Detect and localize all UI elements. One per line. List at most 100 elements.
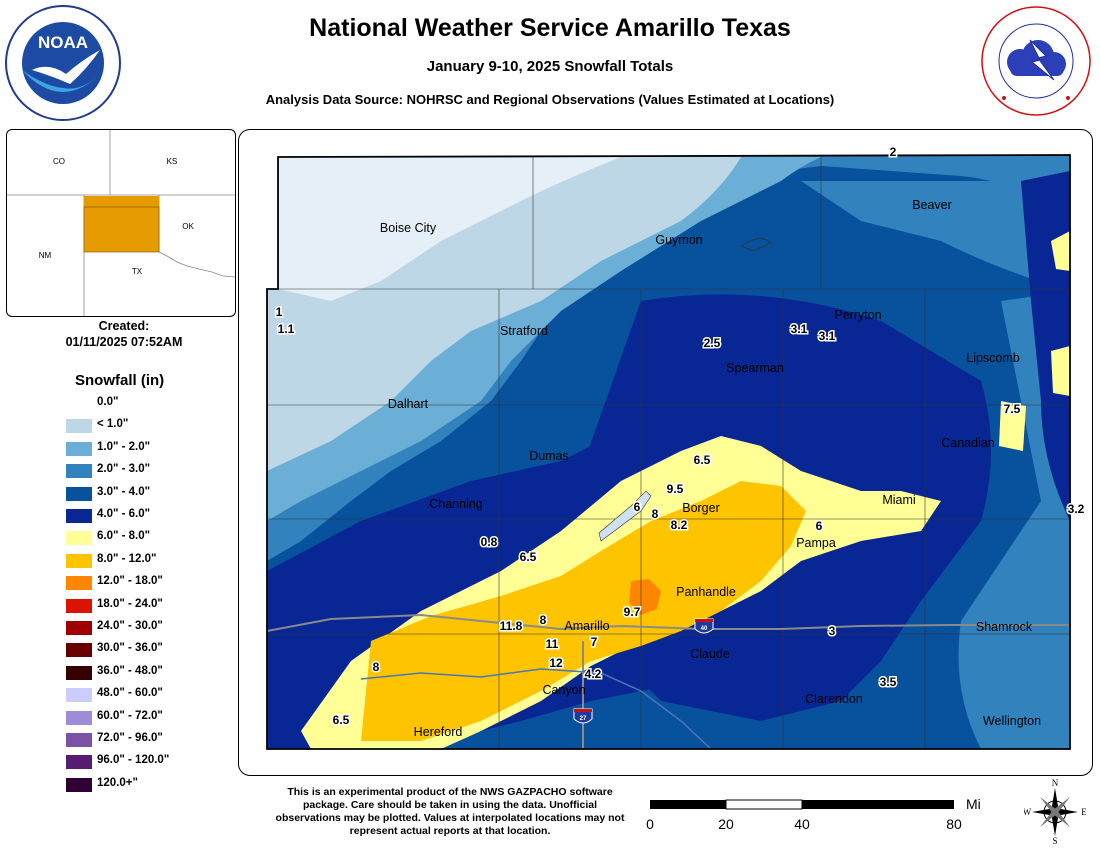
legend-item: 12.0" - 18.0" xyxy=(66,574,256,592)
legend-item: 18.0" - 24.0" xyxy=(66,597,256,615)
legend-label: 120.0+" xyxy=(97,776,138,789)
observation-value: 8 xyxy=(373,660,380,674)
observation-value: 3.1 xyxy=(791,322,808,336)
city-label: Canyon xyxy=(542,683,585,697)
legend-label: 8.0" - 12.0" xyxy=(97,552,157,565)
legend-label: 48.0" - 60.0" xyxy=(97,687,163,700)
legend-label: 18.0" - 24.0" xyxy=(97,597,163,610)
city-label: Perryton xyxy=(834,308,881,322)
scale-tick: 20 xyxy=(718,816,734,832)
city-label: Hereford xyxy=(414,725,463,739)
observation-value: 6 xyxy=(816,519,823,533)
compass-n: N xyxy=(1052,778,1059,788)
observation-values: 2 1 1.1 2.5 3.1 3.1 7.5 6.5 9.5 6 8 8.2 … xyxy=(274,144,1086,729)
observation-value: 1.1 xyxy=(278,322,295,336)
city-label: Claude xyxy=(690,647,730,661)
legend-label: 30.0" - 36.0" xyxy=(97,642,163,655)
city-label: Spearman xyxy=(726,361,784,375)
data-source-text: Analysis Data Source: NOHRSC and Regiona… xyxy=(265,92,835,107)
observation-value: 4.2 xyxy=(585,667,602,681)
created-label: Created: xyxy=(98,319,150,333)
created-timestamp: 01/11/2025 07:52AM xyxy=(65,335,183,349)
observation-value: 7.5 xyxy=(1004,402,1021,416)
legend-label: 12.0" - 18.0" xyxy=(97,575,163,588)
legend-item: 36.0" - 48.0" xyxy=(66,664,256,682)
city-label: Stratford xyxy=(500,324,548,338)
scale-tick: 40 xyxy=(794,816,810,832)
legend-label: < 1.0" xyxy=(97,418,129,431)
city-labels: Boise City Guymon Beaver Perryton Stratf… xyxy=(380,198,1041,739)
legend-label: 36.0" - 48.0" xyxy=(97,664,163,677)
observation-value: 7 xyxy=(591,635,598,649)
page-subtitle: January 9-10, 2025 Snowfall Totals xyxy=(426,58,674,75)
legend-swatch xyxy=(66,509,92,523)
legend-label: 4.0" - 6.0" xyxy=(97,508,151,520)
highway-label-40: 40 xyxy=(701,626,708,632)
observation-value: 2.5 xyxy=(704,336,721,350)
scale-bar: 0 20 40 80 Miles xyxy=(640,790,999,840)
legend-label: 1.0" - 2.0" xyxy=(97,440,151,453)
observation-value: 8.2 xyxy=(671,518,688,532)
observation-value: 6.5 xyxy=(520,550,537,564)
legend-title: Snowfall (in) xyxy=(75,372,165,389)
compass-e: E xyxy=(1081,807,1086,817)
city-label: Dalhart xyxy=(388,397,429,411)
legend-label: 2.0" - 3.0" xyxy=(97,463,151,476)
legend-item: 24.0" - 30.0" xyxy=(66,619,256,637)
legend-swatch xyxy=(66,464,92,479)
city-label: Beaver xyxy=(912,198,952,212)
observation-value: 11.8 xyxy=(500,619,523,633)
disclaimer-text: This is an experimental product of the N… xyxy=(275,786,625,837)
observation-value: 6.5 xyxy=(694,453,711,467)
legend-swatch xyxy=(66,688,92,703)
observation-value: 3.1 xyxy=(819,329,836,343)
city-label: Dumas xyxy=(529,449,569,463)
legend-item: 8.0" - 12.0" xyxy=(66,552,256,570)
observation-value: 9.7 xyxy=(624,605,641,619)
inset-label-nm: NM xyxy=(39,251,52,260)
compass-w: W xyxy=(1024,807,1032,817)
legend-swatch xyxy=(66,397,92,411)
legend-label: 24.0" - 30.0" xyxy=(97,620,163,632)
city-label: Pampa xyxy=(796,536,836,550)
legend-item: 0.0" xyxy=(66,395,256,413)
city-label: Guymon xyxy=(655,233,702,247)
legend-swatch xyxy=(66,643,92,658)
city-label: Miami xyxy=(882,493,915,507)
city-label: Amarillo xyxy=(564,619,609,633)
highway-label-27: 27 xyxy=(580,716,587,722)
nws-logo xyxy=(980,4,1092,118)
legend-item: 60.0" - 72.0" xyxy=(66,709,256,727)
city-label: Panhandle xyxy=(676,585,736,599)
compass-rose-icon: N S E W xyxy=(1023,778,1088,846)
legend-item: 30.0" - 36.0" xyxy=(66,641,256,659)
legend-swatch xyxy=(66,621,92,635)
legend-item: 96.0" - 120.0" xyxy=(66,753,256,771)
observation-value: 8 xyxy=(652,507,659,521)
created-info: Created: 01/11/2025 07:52AM xyxy=(6,318,242,350)
observation-value: 3 xyxy=(829,624,836,638)
legend-label: 3.0" - 4.0" xyxy=(97,485,151,498)
legend-swatch xyxy=(66,553,92,568)
inset-label-co: CO xyxy=(53,157,65,166)
observation-value: 6 xyxy=(634,500,641,514)
highway-shield-i27: 27 xyxy=(573,708,593,724)
inset-label-ks: KS xyxy=(167,157,178,166)
inset-label-ok: OK xyxy=(182,222,194,231)
legend-item: 72.0" - 96.0" xyxy=(66,731,256,749)
observation-value: 2 xyxy=(890,145,897,159)
legend-swatch xyxy=(66,441,92,456)
legend-item: 4.0" - 6.0" xyxy=(66,507,256,525)
highway-shield-i40: 40 xyxy=(694,618,714,634)
city-label: Channing xyxy=(429,497,483,511)
city-label: Clarendon xyxy=(805,692,863,706)
scale-tick: 0 xyxy=(646,816,654,832)
legend-swatch xyxy=(66,665,92,680)
noaa-logo-label: NOAA xyxy=(38,33,88,52)
legend-item: < 1.0" xyxy=(66,417,256,435)
inset-label-tx: TX xyxy=(132,267,143,276)
scale-unit: Miles xyxy=(966,796,980,812)
city-label: Lipscomb xyxy=(966,351,1020,365)
legend-label: 60.0" - 72.0" xyxy=(97,709,163,722)
noaa-logo: NOAA xyxy=(4,4,122,122)
